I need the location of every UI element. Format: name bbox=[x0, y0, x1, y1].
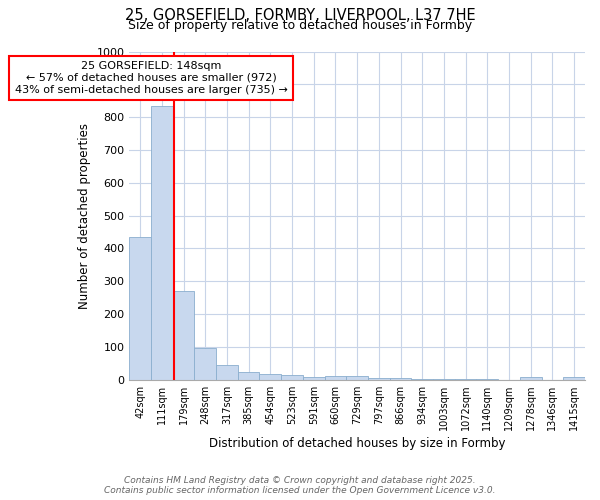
Bar bbox=[259, 374, 281, 380]
Bar bbox=[216, 364, 238, 380]
Text: Size of property relative to detached houses in Formby: Size of property relative to detached ho… bbox=[128, 18, 472, 32]
Bar bbox=[151, 106, 173, 380]
Y-axis label: Number of detached properties: Number of detached properties bbox=[78, 122, 91, 308]
Bar bbox=[412, 378, 433, 380]
Bar bbox=[389, 378, 412, 380]
Bar bbox=[563, 378, 585, 380]
Bar bbox=[281, 375, 303, 380]
Text: Contains HM Land Registry data © Crown copyright and database right 2025.
Contai: Contains HM Land Registry data © Crown c… bbox=[104, 476, 496, 495]
Bar bbox=[194, 348, 216, 380]
Text: 25 GORSEFIELD: 148sqm
← 57% of detached houses are smaller (972)
43% of semi-det: 25 GORSEFIELD: 148sqm ← 57% of detached … bbox=[14, 62, 287, 94]
Bar bbox=[325, 376, 346, 380]
Bar bbox=[129, 237, 151, 380]
Bar bbox=[520, 378, 542, 380]
Bar bbox=[173, 291, 194, 380]
Text: 25, GORSEFIELD, FORMBY, LIVERPOOL, L37 7HE: 25, GORSEFIELD, FORMBY, LIVERPOOL, L37 7… bbox=[125, 8, 475, 22]
Bar bbox=[303, 377, 325, 380]
Bar bbox=[346, 376, 368, 380]
X-axis label: Distribution of detached houses by size in Formby: Distribution of detached houses by size … bbox=[209, 437, 505, 450]
Bar bbox=[238, 372, 259, 380]
Bar bbox=[368, 378, 389, 380]
